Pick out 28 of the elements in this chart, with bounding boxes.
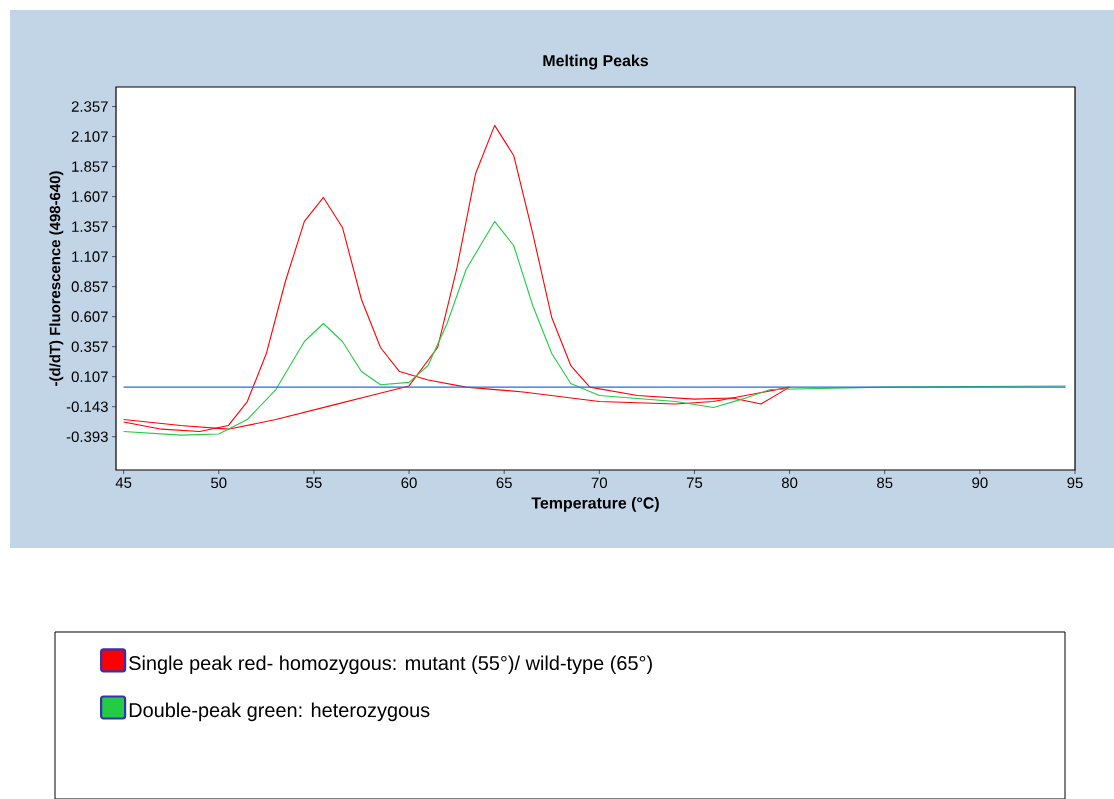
y-tick-label: 2.357 (71, 101, 108, 112)
legend-label: Single peak red- homozygous: mutant (55°)/ wild-type (65°) (129, 655, 652, 674)
y-tick-label: 0.857 (71, 281, 108, 292)
x-tick-label: 75 (686, 477, 703, 488)
y-tick-label: -0.143 (66, 401, 108, 412)
y-tick-label: 0.357 (71, 341, 108, 352)
legend-label: Double-peak green: heterozygous (129, 702, 430, 721)
y-tick-label: 0.607 (71, 311, 108, 322)
x-tick-label: 95 (1067, 477, 1083, 488)
x-tick-label: 45 (115, 477, 132, 488)
y-tick-label: 0.107 (71, 371, 108, 382)
y-tick-label: 1.357 (72, 221, 108, 232)
y-tick-label: 2.107 (71, 131, 108, 142)
x-tick-label: 80 (781, 477, 798, 488)
y-tick-label: -0.393 (66, 431, 108, 442)
y-tick-label: 1.607 (72, 191, 108, 202)
x-tick-label: 90 (972, 477, 988, 488)
x-tick-label: 85 (877, 477, 893, 488)
x-tick-label: 50 (211, 477, 227, 488)
x-tick-label: 65 (496, 477, 512, 488)
x-tick-label: 70 (591, 477, 608, 488)
y-axis-title: -(d/dT) Fluorescence (498-640) (49, 171, 64, 386)
x-axis-title: Temperature (°C) (531, 496, 659, 512)
y-tick-label: 1.857 (72, 161, 108, 172)
x-tick-label: 55 (306, 477, 322, 488)
chart-title: Melting Peaks (543, 54, 648, 70)
x-tick-label: 60 (401, 477, 417, 488)
y-tick-label: 1.107 (72, 251, 108, 262)
